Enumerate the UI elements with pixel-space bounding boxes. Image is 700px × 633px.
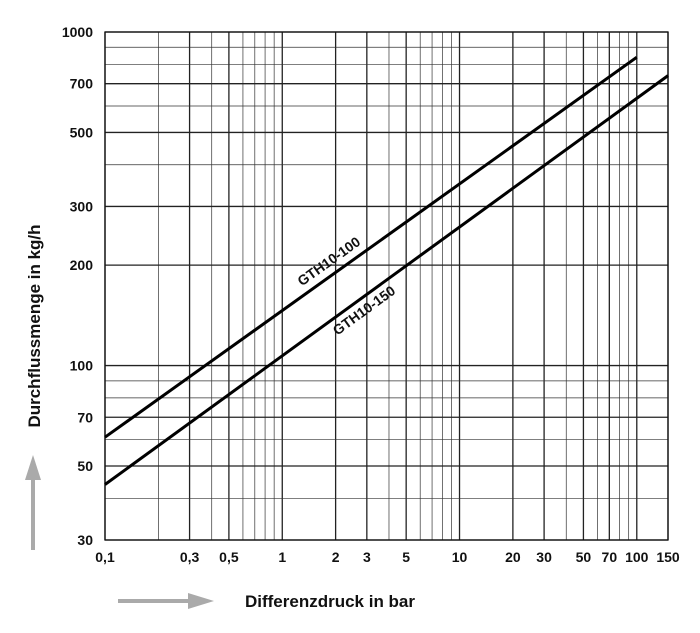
x-tick-label: 50 bbox=[576, 549, 592, 565]
y-axis-arrow bbox=[25, 455, 41, 550]
grid bbox=[104, 31, 669, 541]
y-tick-labels: 30 50 70 100 200 300 500 700 1000 bbox=[62, 24, 93, 548]
series-line-gth10-150 bbox=[104, 74, 669, 486]
x-tick-label: 0,5 bbox=[219, 549, 239, 565]
plot-frame bbox=[104, 31, 669, 541]
x-tick-labels: 0,1 0,3 0,5 1 2 3 5 10 20 30 50 70 100 150 bbox=[95, 549, 680, 565]
y-tick-label: 70 bbox=[77, 409, 93, 425]
y-tick-label: 50 bbox=[77, 458, 93, 474]
x-axis-arrow bbox=[118, 593, 214, 609]
x-axis-title: Differenzdruck in bar bbox=[245, 592, 415, 611]
x-tick-label: 10 bbox=[452, 549, 468, 565]
x-tick-label: 70 bbox=[602, 549, 618, 565]
x-tick-label: 1 bbox=[278, 549, 286, 565]
x-tick-label: 0,3 bbox=[180, 549, 200, 565]
series-label: GTH10-150 bbox=[330, 282, 399, 338]
series-layer bbox=[104, 56, 669, 486]
x-tick-label: 20 bbox=[505, 549, 521, 565]
x-tick-label: 30 bbox=[536, 549, 552, 565]
y-tick-label: 200 bbox=[70, 257, 94, 273]
y-tick-label: 500 bbox=[70, 124, 94, 140]
y-tick-label: 30 bbox=[77, 532, 93, 548]
x-tick-label: 3 bbox=[363, 549, 371, 565]
y-axis-title: Durchflussmenge in kg/h bbox=[25, 224, 44, 427]
x-tick-label: 5 bbox=[402, 549, 410, 565]
series-line-gth10-100 bbox=[104, 56, 638, 439]
y-tick-label: 300 bbox=[70, 198, 94, 214]
y-tick-label: 700 bbox=[70, 76, 94, 92]
x-tick-label: 2 bbox=[332, 549, 340, 565]
x-tick-label: 0,1 bbox=[95, 549, 115, 565]
x-tick-label: 150 bbox=[656, 549, 680, 565]
y-tick-label: 100 bbox=[70, 358, 94, 374]
x-tick-label: 100 bbox=[625, 549, 649, 565]
y-tick-label: 1000 bbox=[62, 24, 93, 40]
